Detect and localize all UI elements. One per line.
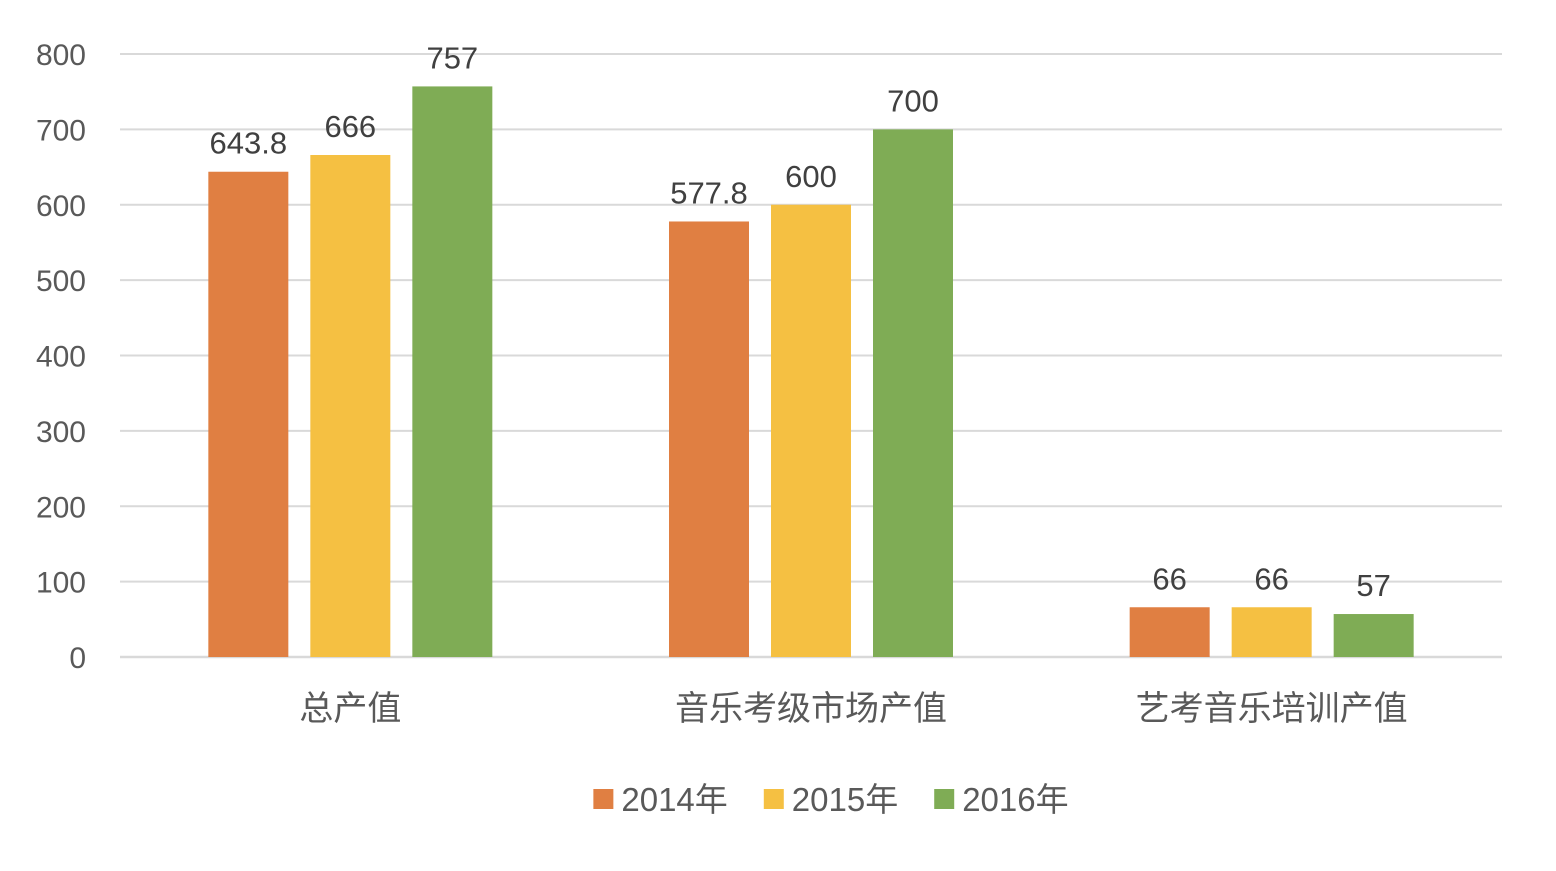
x-category-label: 艺考音乐培训产值 bbox=[1136, 689, 1408, 729]
y-tick-label: 700 bbox=[36, 114, 86, 147]
y-axis-ticks: 0 100 200 300 400 500 600 700 800 bbox=[36, 39, 86, 675]
legend-label: 2016年 bbox=[962, 781, 1068, 818]
legend: 2014年 2015年 2016年 bbox=[593, 781, 1069, 818]
bar bbox=[873, 129, 953, 657]
data-label: 700 bbox=[887, 83, 939, 118]
bar bbox=[208, 171, 289, 657]
y-tick-label: 600 bbox=[36, 190, 86, 223]
y-tick-label: 300 bbox=[36, 416, 86, 449]
y-tick-label: 800 bbox=[36, 39, 86, 72]
data-label: 66 bbox=[1152, 561, 1186, 596]
data-labels: 643.8 666 757 577.8 600 700 66 66 57 bbox=[210, 40, 1391, 603]
legend-swatch bbox=[934, 789, 955, 809]
bars bbox=[208, 86, 1414, 657]
data-label: 600 bbox=[785, 159, 837, 194]
data-label: 666 bbox=[324, 109, 376, 144]
data-label: 66 bbox=[1254, 561, 1288, 596]
x-axis-categories: 总产值 音乐考级市场产值 艺考音乐培训产值 bbox=[299, 689, 1407, 729]
bar bbox=[310, 155, 391, 657]
legend-swatch bbox=[593, 789, 614, 809]
bar bbox=[669, 221, 749, 657]
legend-label: 2014年 bbox=[621, 781, 727, 818]
x-category-label: 总产值 bbox=[299, 689, 401, 729]
y-tick-label: 500 bbox=[36, 265, 86, 298]
data-label: 757 bbox=[426, 40, 478, 75]
legend-swatch bbox=[763, 789, 784, 809]
data-label: 577.8 bbox=[670, 175, 748, 210]
y-tick-label: 100 bbox=[36, 567, 86, 600]
bar bbox=[1231, 607, 1312, 657]
bar bbox=[771, 204, 851, 657]
x-category-label: 音乐考级市场产值 bbox=[675, 689, 947, 729]
legend-label: 2015年 bbox=[792, 781, 898, 818]
data-label: 57 bbox=[1356, 568, 1390, 603]
bar bbox=[412, 86, 493, 657]
bar bbox=[1129, 607, 1210, 657]
y-tick-label: 0 bbox=[69, 642, 86, 675]
data-label: 643.8 bbox=[210, 126, 288, 161]
bar bbox=[1333, 614, 1414, 657]
y-tick-label: 400 bbox=[36, 341, 86, 374]
y-tick-label: 200 bbox=[36, 491, 86, 524]
